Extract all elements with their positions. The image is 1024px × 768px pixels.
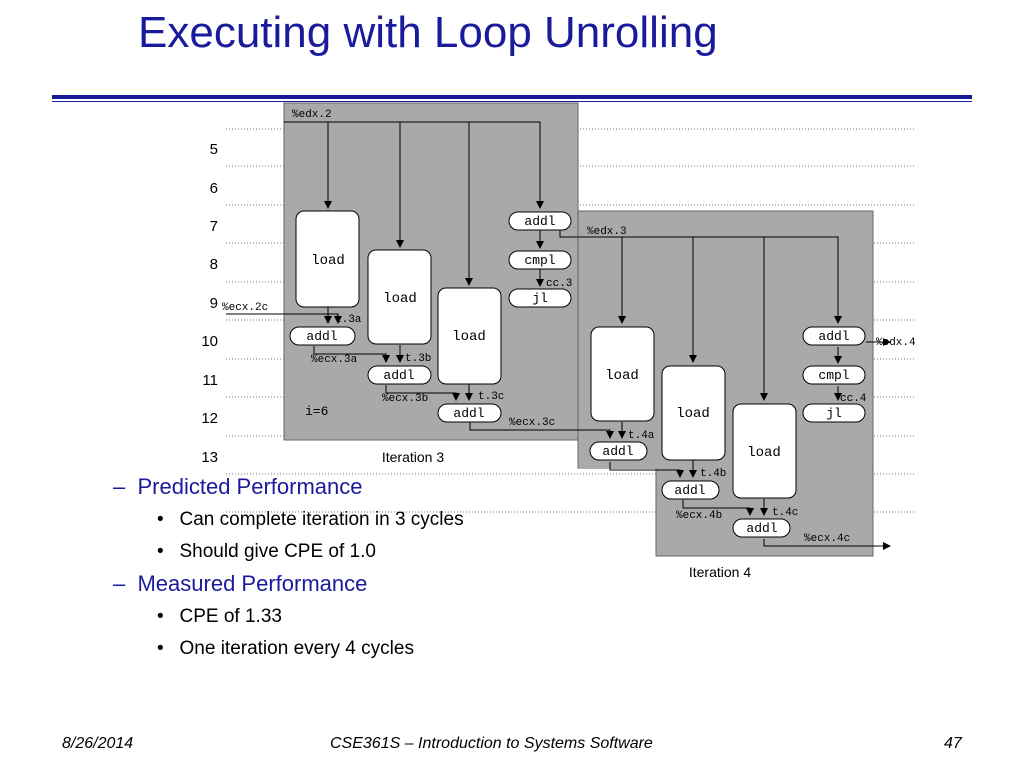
- bullet-text: One iteration every 4 cycles: [179, 638, 414, 659]
- addl-ctrl-4: addl: [818, 329, 849, 344]
- t-3b: t.3b: [405, 353, 431, 365]
- t-4c: t.4c: [772, 507, 798, 519]
- title-rule-thin: [52, 101, 972, 102]
- iteration-3: %edx.2 load load load addl: [222, 102, 614, 465]
- addl-ctrl-3: addl: [524, 214, 555, 229]
- bullet-measured-1: • CPE of 1.33: [157, 606, 282, 628]
- ecx-4c: %ecx.4c: [804, 533, 850, 545]
- cycle-label: 13: [201, 449, 218, 466]
- bullet-marker: –: [113, 474, 126, 499]
- t-3c: t.3c: [478, 391, 504, 403]
- iteration-4: %edx.3 load load load addl: [577, 210, 916, 580]
- iteration-4-caption: Iteration 4: [689, 564, 751, 580]
- addl-4c: addl: [746, 521, 777, 536]
- loop-index: i=6: [305, 404, 328, 419]
- cc-4: cc.4: [840, 393, 867, 405]
- iteration-3-caption: Iteration 3: [382, 449, 444, 465]
- bullet-text: Should give CPE of 1.0: [179, 541, 376, 562]
- load-4c: load: [747, 445, 781, 461]
- cycle-label: 8: [210, 256, 218, 273]
- reg-edx-2: %edx.2: [292, 109, 332, 121]
- bullet-predicted-2: • Should give CPE of 1.0: [157, 541, 376, 563]
- ecx-3a: %ecx.3a: [311, 354, 358, 366]
- bullet-measured-2: • One iteration every 4 cycles: [157, 638, 414, 660]
- bullet-marker: –: [113, 571, 126, 596]
- bullet-predicted-1: • Can complete iteration in 3 cycles: [157, 509, 464, 531]
- footer-date: 8/26/2014: [62, 735, 134, 752]
- jl-4: jl: [826, 406, 842, 421]
- addl-4a: addl: [602, 444, 633, 459]
- load-3a: load: [311, 253, 345, 269]
- bullet-marker: •: [157, 606, 164, 627]
- cycle-label: 9: [210, 295, 218, 312]
- cmpl-4: cmpl: [818, 368, 849, 383]
- slide-title: Executing with Loop Unrolling: [138, 8, 718, 57]
- load-4a: load: [605, 368, 639, 384]
- reg-edx-3: %edx.3: [587, 226, 627, 238]
- cc-3: cc.3: [546, 278, 572, 290]
- title-rule: [52, 95, 972, 99]
- load-3c: load: [452, 329, 486, 345]
- cycle-label: 6: [210, 180, 218, 197]
- ecx-4b: %ecx.4b: [676, 510, 722, 522]
- footer-course: CSE361S – Introduction to Systems Softwa…: [330, 735, 653, 752]
- ecx-3c: %ecx.3c: [509, 417, 555, 429]
- bullet-marker: •: [157, 638, 164, 659]
- bullet-measured: – Measured Performance: [113, 571, 367, 597]
- cycle-label: 10: [201, 333, 218, 350]
- addl-3b: addl: [383, 368, 414, 383]
- bullet-marker: •: [157, 509, 164, 530]
- bullet-text: Measured Performance: [137, 571, 368, 596]
- cycle-label: 5: [210, 141, 218, 158]
- addl-3c: addl: [453, 406, 484, 421]
- cycle-label: 7: [210, 218, 218, 235]
- addl-3a: addl: [306, 329, 337, 344]
- cmpl-3: cmpl: [524, 253, 555, 268]
- bullet-text: Predicted Performance: [137, 474, 363, 499]
- bullet-marker: •: [157, 541, 164, 562]
- load-4b: load: [676, 406, 710, 422]
- load-3b: load: [383, 291, 417, 307]
- cycle-label: 11: [202, 372, 218, 389]
- addl-4b: addl: [674, 483, 705, 498]
- bullet-predicted: – Predicted Performance: [113, 474, 362, 500]
- footer-page-number: 47: [944, 735, 962, 752]
- t-3a: t.3a: [335, 314, 362, 326]
- ecx-2c: %ecx.2c: [222, 302, 268, 314]
- cycle-label: 12: [201, 410, 218, 427]
- t-4a: t.4a: [628, 430, 655, 442]
- reg-edx-4: %edx.4: [876, 337, 916, 349]
- ecx-3b: %ecx.3b: [382, 393, 428, 405]
- bullet-text: CPE of 1.33: [179, 606, 282, 627]
- cycle-labels: 5 6 7 8 9 10 11 12 13: [201, 141, 218, 466]
- bullet-text: Can complete iteration in 3 cycles: [179, 509, 464, 530]
- t-4b: t.4b: [700, 468, 726, 480]
- jl-3: jl: [532, 291, 548, 306]
